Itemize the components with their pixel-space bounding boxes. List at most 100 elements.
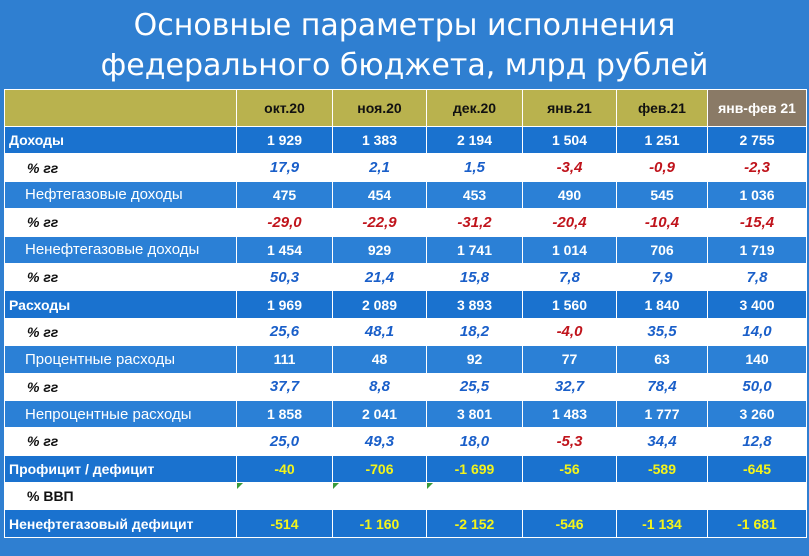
table-cell: -1 160 [332, 509, 427, 538]
table-row: Ненефтегазовый дефицит -514 -1 160 -2 152 -5… [4, 509, 807, 538]
table-row: % гг -29,0 -22,9 -31,2 -20,4 -10,4 -15,4 [4, 208, 807, 237]
row-label: Ненефтегазовые доходы [4, 235, 237, 264]
table-cell: 1 251 [616, 125, 708, 155]
table-row: Непроцентные расходы 1 858 2 041 3 801 1 483… [4, 399, 807, 429]
row-label: Расходы [4, 290, 237, 319]
table-cell: -546 [522, 509, 617, 538]
table-row: Расходы 1 969 2 089 3 893 1 560 1 840 3 400 [4, 290, 807, 319]
table-cell: 2 194 [426, 125, 523, 155]
row-label: Непроцентные расходы [4, 399, 237, 429]
table-cell: 2 755 [707, 125, 807, 155]
table-cell: -514 [236, 509, 333, 538]
table-cell: 1 504 [522, 125, 617, 155]
table-cell: 1 483 [522, 399, 617, 429]
column-header: ноя.20 [332, 89, 427, 127]
table-cell: 3 260 [707, 399, 807, 429]
title-line-1: Основные параметры исполнения [133, 8, 676, 43]
table-cell: -3,4 [522, 153, 617, 182]
table-cell: 3 400 [707, 290, 807, 319]
table-cell: 34,4 [616, 427, 708, 456]
table-cell [522, 482, 617, 511]
table-cell: -2,3 [707, 153, 807, 182]
table-cell: -2 152 [426, 509, 523, 538]
table-cell: -5,3 [522, 427, 617, 456]
row-label: Ненефтегазовый дефицит [4, 509, 237, 538]
table-cell: 1,5 [426, 153, 523, 182]
budget-table: окт.20 ноя.20 дек.20 янв.21 фев.21 янв-фев 21… [4, 89, 807, 538]
table-cell: -56 [522, 454, 617, 484]
table-row: Профицит / дефицит -40 -706 -1 699 -56 -589 -6… [4, 454, 807, 484]
table-row: % ВВП [4, 482, 807, 511]
table-cell: 78,4 [616, 372, 708, 401]
table-cell: -1 681 [707, 509, 807, 538]
table-cell: 18,2 [426, 317, 523, 347]
table-cell [707, 482, 807, 511]
table-cell: 50,3 [236, 262, 333, 292]
table-cell: 17,9 [236, 153, 333, 182]
table-row: % гг 25,0 49,3 18,0 -5,3 34,4 12,8 [4, 427, 807, 456]
table-row: Процентные расходы 111 48 92 77 63 140 [4, 345, 807, 374]
table-cell: 25,5 [426, 372, 523, 401]
table-cell: 21,4 [332, 262, 427, 292]
table-cell: 18,0 [426, 427, 523, 456]
header-row: окт.20 ноя.20 дек.20 янв.21 фев.21 янв-фев 21 [4, 89, 807, 127]
column-header: окт.20 [236, 89, 333, 127]
table-cell: 15,8 [426, 262, 523, 292]
table-cell: 490 [522, 180, 617, 210]
row-label: Процентные расходы [4, 345, 237, 374]
table-cell: 77 [522, 345, 617, 374]
row-label: Профицит / дефицит [4, 454, 237, 484]
table-cell: -1 134 [616, 509, 708, 538]
table-row: Нефтегазовые доходы 475 454 453 490 545 1 036 [4, 180, 807, 210]
table-cell: 48,1 [332, 317, 427, 347]
table-row: % гг 17,9 2,1 1,5 -3,4 -0,9 -2,3 [4, 153, 807, 182]
table-cell [236, 482, 333, 511]
table-cell: 545 [616, 180, 708, 210]
table-cell: 7,9 [616, 262, 708, 292]
table-cell: 25,0 [236, 427, 333, 456]
table-cell: 12,8 [707, 427, 807, 456]
table-cell: 1 777 [616, 399, 708, 429]
table-cell: 2,1 [332, 153, 427, 182]
table-cell: 35,5 [616, 317, 708, 347]
table-cell: 706 [616, 235, 708, 264]
table-cell: 111 [236, 345, 333, 374]
table-cell: 475 [236, 180, 333, 210]
row-label: % гг [4, 427, 237, 456]
table-cell: 453 [426, 180, 523, 210]
row-label: Доходы [4, 125, 237, 155]
table-cell: 1 719 [707, 235, 807, 264]
table-cell: 1 969 [236, 290, 333, 319]
table-cell: -0,9 [616, 153, 708, 182]
table-row: % гг 37,7 8,8 25,5 32,7 78,4 50,0 [4, 372, 807, 401]
page-title: Основные параметры исполнения федерально… [0, 0, 809, 88]
table-cell: 1 840 [616, 290, 708, 319]
table-cell [616, 482, 708, 511]
table-cell [426, 482, 523, 511]
table-row: % гг 25,6 48,1 18,2 -4,0 35,5 14,0 [4, 317, 807, 347]
table-row: Ненефтегазовые доходы 1 454 929 1 741 1 014 7… [4, 235, 807, 264]
table-cell: 1 560 [522, 290, 617, 319]
table-cell: 1 014 [522, 235, 617, 264]
header-corner [4, 89, 237, 127]
column-header: янв.21 [522, 89, 617, 127]
table-cell: 7,8 [522, 262, 617, 292]
table-cell: -4,0 [522, 317, 617, 347]
table-cell: -1 699 [426, 454, 523, 484]
table-cell: -15,4 [707, 208, 807, 237]
table-cell: 7,8 [707, 262, 807, 292]
table-cell: 2 089 [332, 290, 427, 319]
column-header: фев.21 [616, 89, 708, 127]
table-cell: 1 036 [707, 180, 807, 210]
table-cell: -706 [332, 454, 427, 484]
table-cell: -22,9 [332, 208, 427, 237]
table-cell: 1 454 [236, 235, 333, 264]
column-header: янв-фев 21 [707, 89, 807, 127]
table-cell: -645 [707, 454, 807, 484]
row-label: % гг [4, 317, 237, 347]
table-cell: -31,2 [426, 208, 523, 237]
table-cell: 929 [332, 235, 427, 264]
table-cell: -10,4 [616, 208, 708, 237]
table-cell: 3 801 [426, 399, 523, 429]
table-cell: 8,8 [332, 372, 427, 401]
